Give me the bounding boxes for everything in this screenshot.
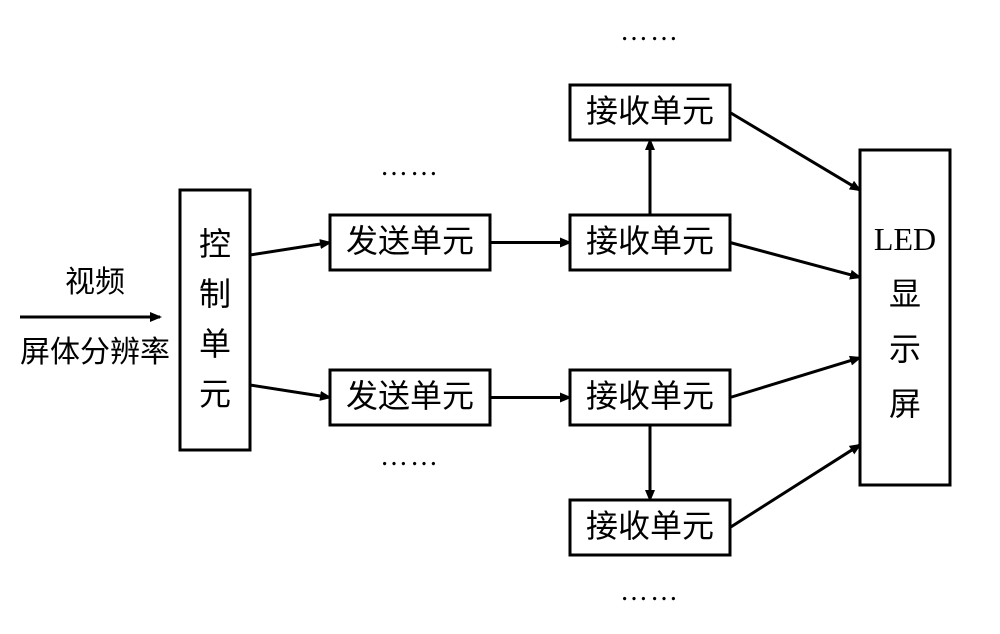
- ellipsis-1: ……: [380, 151, 440, 182]
- ellipsis-0: ……: [620, 16, 680, 47]
- recv1-label: 接收单元: [586, 223, 714, 259]
- recv_bot-label: 接收单元: [586, 508, 714, 544]
- led-box: [860, 150, 950, 485]
- send1-label: 发送单元: [346, 223, 474, 259]
- edge-control-send2: [250, 385, 330, 398]
- input-label-bottom: 屏体分辨率: [20, 336, 170, 369]
- edge-recv_bot-led: [730, 445, 860, 528]
- edge-recv1-led: [730, 243, 860, 278]
- edge-control-send1: [250, 243, 330, 256]
- ellipsis-2: ……: [380, 441, 440, 472]
- input-label-top: 视频: [65, 266, 125, 299]
- edge-recv2-led: [730, 358, 860, 398]
- send2-label: 发送单元: [346, 378, 474, 414]
- ellipsis-3: ……: [620, 576, 680, 607]
- recv2-label: 接收单元: [586, 378, 714, 414]
- edge-recv_top-led: [730, 113, 860, 191]
- recv_top-label: 接收单元: [586, 93, 714, 129]
